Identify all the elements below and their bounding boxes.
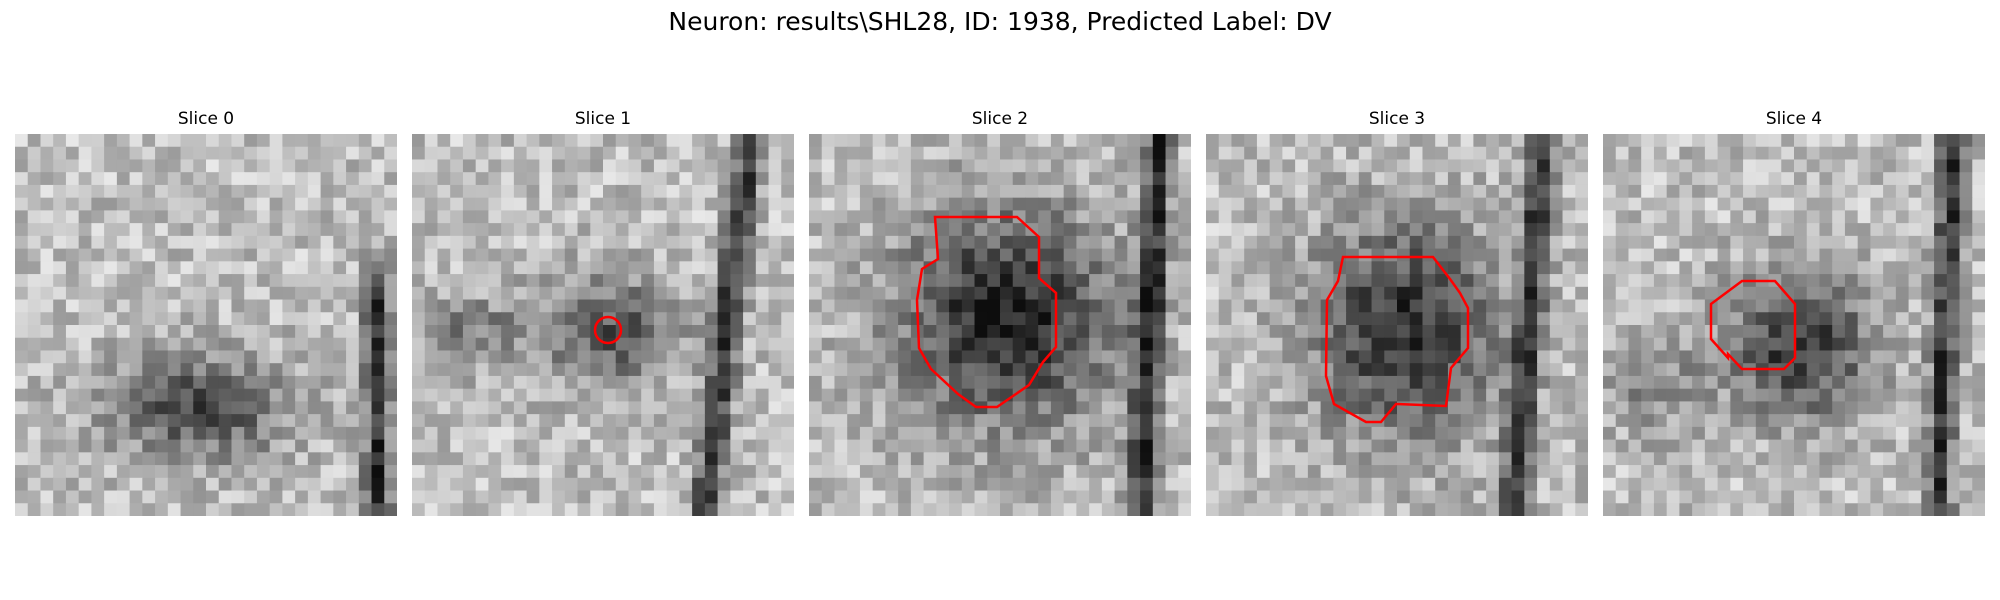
slice-image: [15, 134, 397, 516]
roi-contour: [1324, 255, 1470, 424]
slice-svg: [1206, 134, 1588, 516]
slice-title: Slice 1: [574, 109, 632, 129]
slice-svg: [15, 134, 397, 516]
slice-title: Slice 0: [177, 109, 235, 129]
slice-svg: [1603, 134, 1985, 516]
slice-image: [1603, 134, 1985, 516]
slice-image: [809, 134, 1191, 516]
roi-contour: [915, 215, 1058, 409]
roi-contour: [1709, 279, 1797, 371]
slice-image: [1206, 134, 1588, 516]
figure-title: Neuron: results\SHL28, ID: 1938, Predict…: [668, 7, 1332, 36]
slice-title: Slice 2: [971, 109, 1029, 129]
slice-svg: [412, 134, 794, 516]
slice-svg: [809, 134, 1191, 516]
slice-image: [412, 134, 794, 516]
slice-title: Slice 3: [1368, 109, 1426, 129]
slice-title: Slice 4: [1765, 109, 1823, 129]
roi-contour: [593, 315, 623, 345]
